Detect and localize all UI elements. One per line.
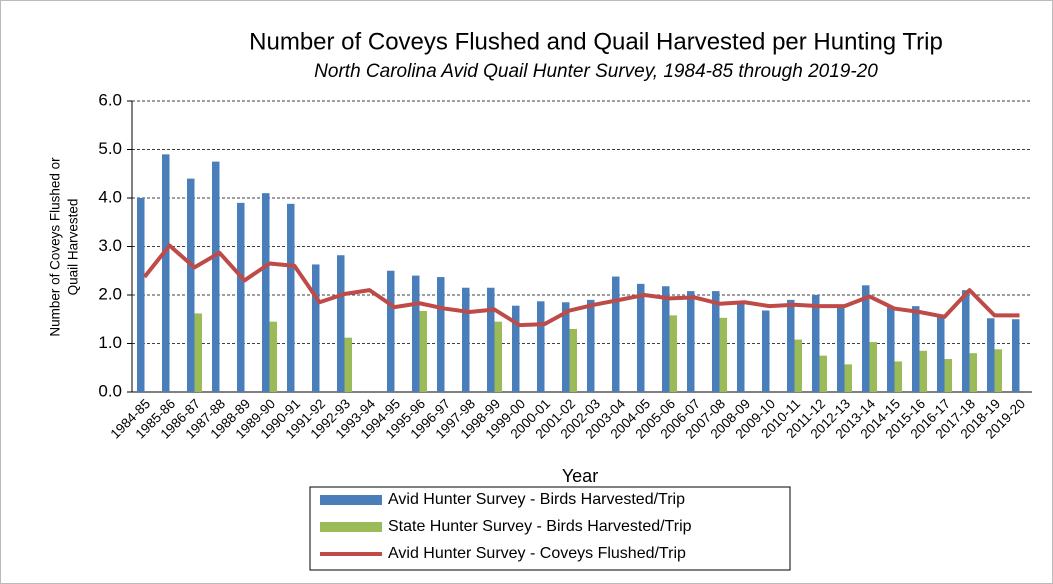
bar [762,310,770,392]
bar [487,287,495,392]
line [142,243,1020,328]
bar [494,321,502,392]
bar [969,353,977,392]
bar [1012,319,1020,392]
y-tick-label: 3.0 [98,236,122,255]
bar [462,287,470,392]
bar [237,202,245,392]
bar [937,314,945,392]
bar [269,321,277,392]
bar [412,275,420,392]
bar [569,328,577,392]
legend-label: Avid Hunter Survey - Coveys Flushed/Trip [388,545,686,562]
y-tick-label: 4.0 [98,187,122,206]
bar [587,299,595,392]
bar [894,361,902,392]
y-tick-label: 1.0 [98,333,122,352]
bar [712,291,720,392]
bar [312,264,320,392]
bar [662,286,670,392]
y-axis-title: Quail Harvested [66,199,81,296]
bar [669,315,677,392]
bar [337,255,345,392]
bar [562,302,570,392]
bar [887,307,895,392]
bar [812,295,820,392]
bar [919,350,927,392]
bar [262,193,270,392]
bar [137,198,145,392]
y-tick-label: 5.0 [98,139,122,158]
bar [819,355,827,392]
bar [962,290,970,392]
y-axis-title: Number of Coveys Flushed or [48,157,63,337]
chart-subtitle: North Carolina Avid Quail Hunter Survey,… [314,61,878,82]
legend-box [309,486,791,571]
legend-label: Avid Hunter Survey - Birds Harvested/Tri… [388,491,685,508]
bar [869,342,877,392]
bar [637,283,645,392]
legend-swatch [320,495,382,505]
bar [387,270,395,392]
y-tick-label: 2.0 [98,284,122,303]
bar [612,276,620,392]
bar [912,306,920,392]
bar [162,154,170,392]
bar [187,178,195,392]
bar [737,301,745,392]
bar [994,349,1002,392]
bar [987,318,995,392]
x-axis-title: Year [562,466,598,486]
bar [537,301,545,392]
bar [719,317,727,392]
bar [419,311,427,392]
bar [194,313,202,392]
bar [944,359,952,392]
y-tick-label: 6.0 [98,90,122,109]
bar [787,299,795,392]
bar [687,291,695,392]
bar [344,337,352,392]
bar [794,339,802,392]
bar [837,304,845,392]
bar [437,277,445,392]
chart-title: Number of Coveys Flushed and Quail Harve… [249,28,943,55]
legend-swatch [320,522,382,532]
y-tick-label: 0.0 [98,381,122,400]
bar [212,161,220,392]
bar [287,203,295,392]
legend-label: State Hunter Survey - Birds Harvested/Tr… [388,518,692,535]
bar [512,305,520,392]
bar [844,364,852,392]
bar [862,285,870,392]
